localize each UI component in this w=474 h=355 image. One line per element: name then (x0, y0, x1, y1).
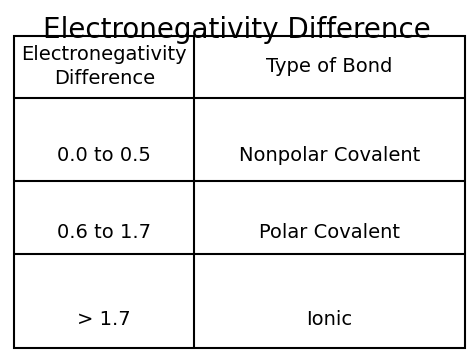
Text: Nonpolar Covalent: Nonpolar Covalent (239, 146, 420, 165)
Text: Polar Covalent: Polar Covalent (259, 223, 400, 242)
Text: Electronegativity
Difference: Electronegativity Difference (21, 45, 187, 88)
Text: Ionic: Ionic (306, 310, 353, 329)
Text: > 1.7: > 1.7 (77, 310, 131, 329)
Bar (14, 36, 465, 348)
Text: 0.0 to 0.5: 0.0 to 0.5 (57, 146, 151, 165)
Text: 0.6 to 1.7: 0.6 to 1.7 (57, 223, 151, 242)
Text: Type of Bond: Type of Bond (266, 57, 392, 76)
Text: Electronegativity Difference: Electronegativity Difference (43, 16, 431, 44)
